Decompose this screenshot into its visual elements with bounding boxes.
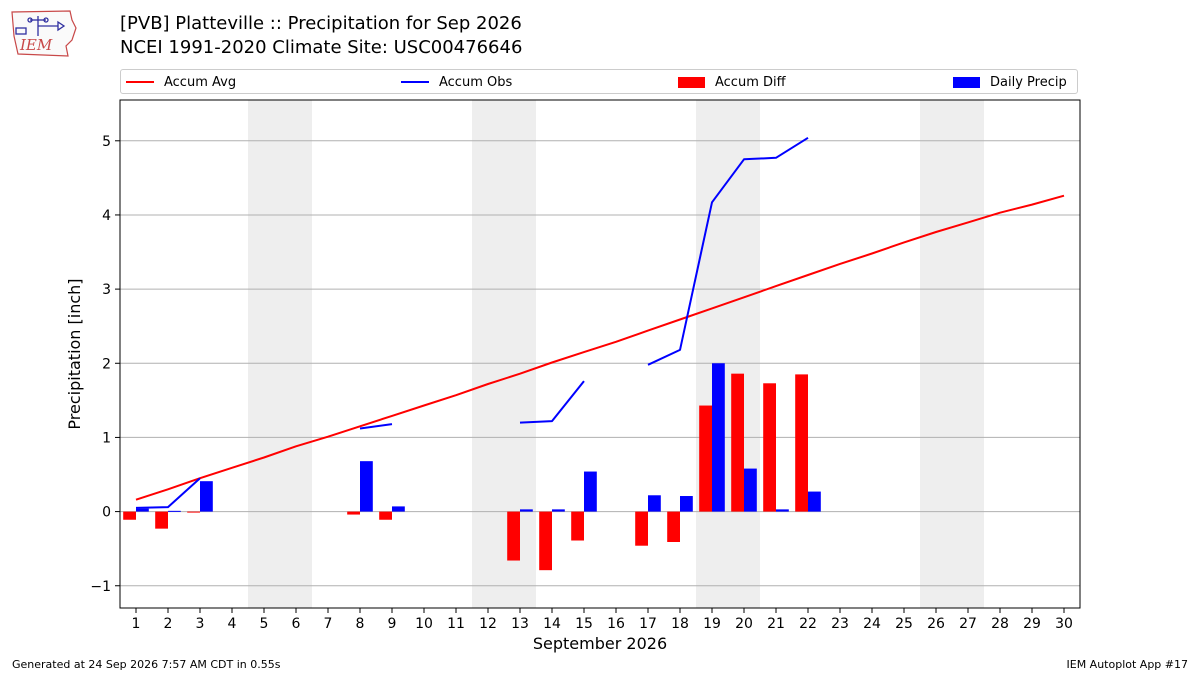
x-tick-label: 13: [511, 616, 529, 632]
legend-swatch: [678, 76, 705, 88]
x-tick-label: 27: [959, 616, 977, 632]
x-tick-label: 12: [479, 616, 497, 632]
x-tick-label: 3: [196, 616, 205, 632]
y-tick-label: 2: [102, 356, 111, 372]
accum-obs-line: [135, 477, 201, 509]
x-tick-label: 25: [895, 616, 913, 632]
x-tick-label: 19: [703, 616, 721, 632]
legend-label: Accum Obs: [439, 74, 513, 90]
accum-diff-bar: [635, 511, 648, 546]
logo-text: IEM: [19, 36, 53, 54]
x-axis-label: September 2026: [533, 634, 667, 653]
y-tick-label: 3: [102, 282, 111, 298]
daily-precip-bar: [776, 509, 789, 512]
iowa-outline-icon: [11, 10, 77, 57]
x-tick-label: 21: [767, 616, 785, 632]
legend-label: Accum Diff: [715, 74, 786, 90]
accum-diff-bar: [379, 511, 392, 520]
daily-precip-bar: [552, 509, 565, 512]
accum-diff-bar: [763, 383, 776, 512]
accum-diff-bar: [347, 511, 360, 515]
accum-diff-bar: [507, 511, 520, 561]
accum-diff-bar: [123, 511, 136, 520]
legend-item-accum-obs: Accum Obs: [401, 73, 512, 91]
legend-label: Daily Precip: [990, 74, 1067, 90]
x-tick-label: 15: [575, 616, 593, 632]
legend-item-accum-avg: Accum Avg: [126, 73, 236, 91]
accum-diff-bar: [571, 511, 584, 541]
daily-precip-bar: [392, 506, 405, 512]
legend: Accum Avg Accum Obs Accum Diff Daily Pre…: [120, 69, 1078, 94]
iem-logo: IEM: [11, 10, 77, 57]
weekend-shade: [920, 100, 984, 608]
accum-obs-line: [647, 136, 809, 366]
x-tick-label: 26: [927, 616, 945, 632]
legend-swatch: [953, 76, 980, 88]
weekend-shade: [696, 100, 760, 608]
daily-precip-bar: [744, 468, 757, 512]
accum-diff-bar: [667, 511, 680, 542]
y-axis-label: Precipitation [inch]: [65, 278, 84, 429]
x-tick-label: 7: [324, 616, 333, 632]
legend-item-accum-diff: Accum Diff: [678, 73, 786, 91]
x-tick-label: 14: [543, 616, 561, 632]
y-tick-label: 0: [102, 505, 111, 521]
x-tick-label: 1: [132, 616, 141, 632]
x-tick-label: 30: [1055, 616, 1073, 632]
accum-obs-line: [359, 423, 393, 430]
chart-title: [PVB] Platteville :: Precipitation for S…: [120, 13, 522, 34]
daily-precip-bar: [136, 508, 149, 512]
x-tick-label: 11: [447, 616, 465, 632]
weekend-shade: [248, 100, 312, 608]
y-tick-label: 4: [102, 208, 111, 224]
daily-precip-bar: [712, 363, 725, 512]
x-tick-label: 4: [228, 616, 237, 632]
x-tick-label: 18: [671, 616, 689, 632]
y-tick-label: 5: [102, 134, 111, 150]
x-tick-label: 17: [639, 616, 657, 632]
x-tick-label: 16: [607, 616, 625, 632]
accum-diff-bar: [699, 405, 712, 512]
daily-precip-bar: [520, 509, 533, 512]
chart-subtitle: NCEI 1991-2020 Climate Site: USC00476646: [120, 37, 523, 58]
daily-precip-bar: [584, 471, 597, 512]
legend-item-daily-precip: Daily Precip: [953, 73, 1067, 91]
accum-diff-bar: [155, 511, 168, 529]
weekend-shade: [472, 100, 536, 608]
y-tick-label: −1: [90, 579, 111, 595]
x-tick-label: 22: [799, 616, 817, 632]
legend-swatch: [126, 81, 154, 83]
x-tick-label: 9: [388, 616, 397, 632]
x-tick-label: 29: [1023, 616, 1041, 632]
app-credit: IEM Autoplot App #17: [1066, 658, 1189, 671]
weather-station-icon: [15, 16, 66, 36]
y-tick-label: 1: [102, 430, 111, 446]
accum-diff-bar: [187, 511, 200, 513]
generated-timestamp: Generated at 24 Sep 2026 7:57 AM CDT in …: [12, 658, 281, 671]
accum-diff-bar: [795, 374, 808, 512]
daily-precip-bar: [360, 461, 373, 512]
daily-precip-bar: [808, 491, 821, 512]
x-tick-label: 20: [735, 616, 753, 632]
x-tick-label: 6: [292, 616, 301, 632]
x-tick-label: 28: [991, 616, 1009, 632]
accum-obs-line: [519, 380, 585, 424]
accum-avg-line: [135, 194, 1065, 501]
legend-label: Accum Avg: [164, 74, 237, 90]
x-tick-label: 2: [164, 616, 173, 632]
plot-frame: [119, 99, 1081, 609]
legend-swatch: [401, 81, 429, 83]
accum-diff-bar: [539, 511, 552, 571]
x-tick-label: 23: [831, 616, 849, 632]
daily-precip-bar: [648, 495, 661, 512]
accum-diff-bar: [731, 373, 744, 512]
daily-precip-bar: [168, 510, 181, 512]
x-tick-label: 24: [863, 616, 881, 632]
x-tick-label: 8: [356, 616, 365, 632]
daily-precip-bar: [680, 496, 693, 512]
daily-precip-bar: [200, 481, 213, 512]
x-tick-label: 5: [260, 616, 269, 632]
x-tick-label: 10: [415, 616, 433, 632]
